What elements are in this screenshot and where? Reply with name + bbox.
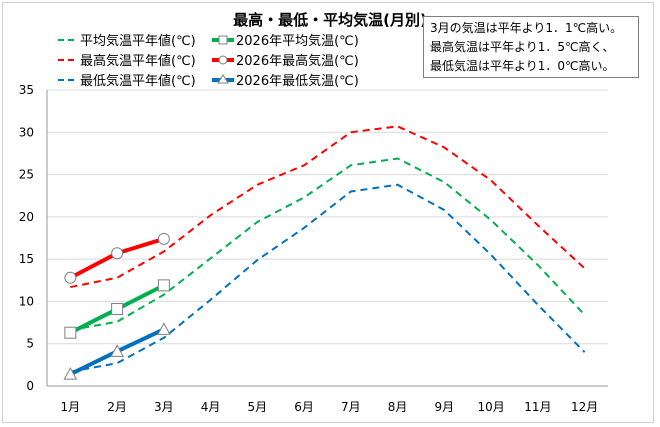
- legend-label: 2026年平均気温(℃): [236, 33, 359, 49]
- legend-marker-triangle: [217, 74, 229, 84]
- y-tick-label: 35: [19, 83, 34, 97]
- y-tick-label: 30: [19, 125, 34, 139]
- x-tick-label: 11月: [524, 400, 551, 414]
- chart-title: 最高・最低・平均気温(月別): [233, 11, 427, 29]
- legend-marker-square: [218, 35, 228, 45]
- legend-marker-circle: [218, 55, 228, 65]
- y-tick-label: 20: [19, 210, 34, 224]
- x-tick-label: 2月: [107, 400, 127, 414]
- y-tick-label: 25: [19, 168, 34, 182]
- legend-label: 平均気温平年値(℃): [80, 33, 196, 49]
- y-tick-label: 10: [19, 294, 34, 308]
- data-point-circle: [64, 271, 77, 284]
- annotation-line: 最高気温は平年より1．5℃高く、: [430, 40, 615, 54]
- x-tick-label: 8月: [388, 400, 408, 414]
- series-line-normal: [70, 125, 586, 289]
- data-point-triangle: [63, 367, 78, 380]
- annotation-line: 最低気温は平年より1．0℃高い。: [430, 59, 615, 73]
- x-tick-label: 12月: [571, 400, 598, 414]
- data-point-triangle: [110, 344, 124, 357]
- legend-label: 2026年最高気温(℃): [236, 53, 359, 69]
- x-tick-label: 4月: [201, 400, 221, 414]
- x-tick-label: 1月: [61, 400, 81, 414]
- data-point-square: [157, 279, 170, 292]
- data-point-circle: [157, 232, 170, 245]
- x-tick-label: 9月: [435, 400, 455, 414]
- legend-label: 最高気温平年値(℃): [80, 53, 196, 69]
- data-point-square: [64, 326, 77, 339]
- chart-frame: [2, 2, 654, 423]
- data-point-circle: [111, 247, 124, 260]
- x-tick-label: 10月: [477, 400, 504, 414]
- y-tick-label: 0: [26, 379, 34, 393]
- data-point-triangle: [157, 322, 171, 335]
- series-line-normal: [70, 157, 586, 332]
- data-point-square: [111, 303, 124, 316]
- x-tick-label: 5月: [248, 400, 268, 414]
- x-tick-label: 6月: [294, 400, 314, 414]
- x-tick-label: 7月: [341, 400, 361, 414]
- y-tick-label: 5: [26, 337, 34, 351]
- annotation-line: 3月の気温は平年より1．1℃高い。: [430, 21, 623, 35]
- legend-label: 2026年最低気温(℃): [236, 73, 359, 89]
- x-tick-label: 3月: [154, 400, 174, 414]
- legend-label: 最低気温平年値(℃): [80, 73, 196, 89]
- y-tick-label: 15: [19, 252, 34, 266]
- annotation-box: 3月の気温は平年より1．1℃高い。 最高気温は平年より1．5℃高く、 最低気温は…: [423, 16, 639, 78]
